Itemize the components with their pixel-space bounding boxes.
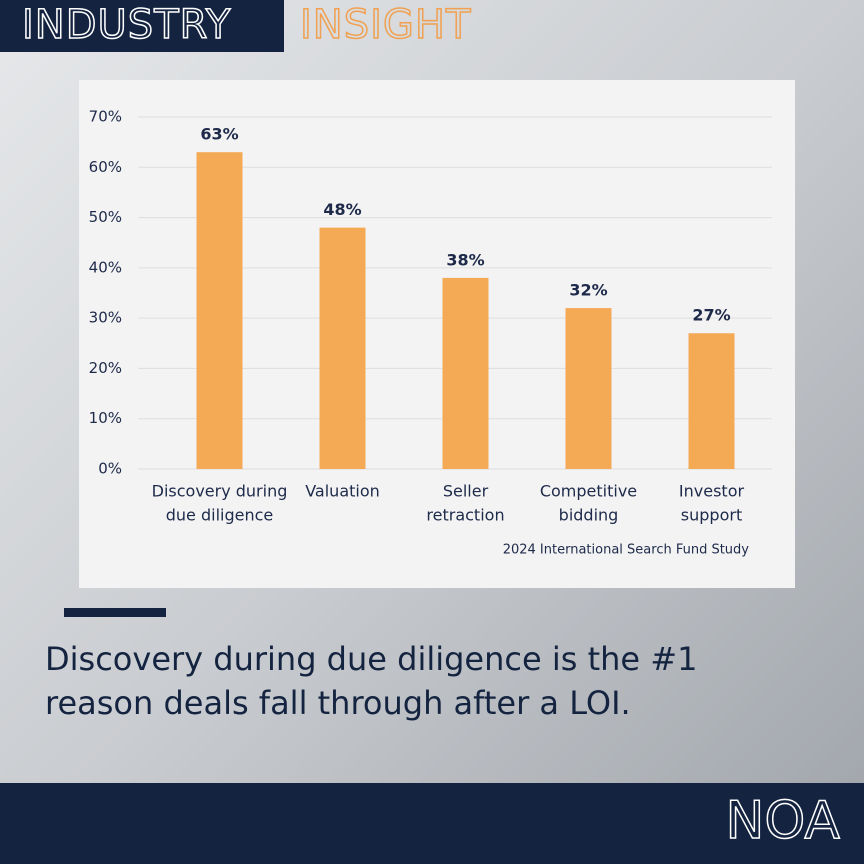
y-tick-label: 40% bbox=[89, 258, 122, 276]
bar bbox=[688, 333, 735, 469]
x-tick-label: retraction bbox=[426, 506, 504, 525]
y-tick-label: 20% bbox=[89, 359, 122, 377]
divider bbox=[64, 608, 166, 617]
x-tick-label: Investor bbox=[679, 482, 745, 501]
y-tick-label: 0% bbox=[98, 460, 122, 478]
bar bbox=[319, 227, 366, 469]
bar bbox=[442, 277, 489, 469]
x-tick-label: bidding bbox=[559, 506, 619, 525]
x-tick-label: due diligence bbox=[166, 506, 274, 525]
data-label: 63% bbox=[200, 125, 238, 144]
bar bbox=[565, 308, 612, 469]
caption-line: Discovery during due diligence is the #1 bbox=[45, 640, 697, 678]
x-tick-label: Competitive bbox=[540, 482, 637, 501]
caption-line: reason deals fall through after a LOI. bbox=[45, 684, 631, 722]
chart: 0% 10% 20% 30% 40% 50% 60% 70% 63% Discovery duri… bbox=[89, 108, 772, 525]
footer-bar bbox=[0, 783, 864, 864]
x-tick-label: Valuation bbox=[305, 482, 380, 501]
bar bbox=[196, 152, 243, 469]
x-tick-label: Seller bbox=[443, 482, 489, 501]
x-tick-label: support bbox=[681, 506, 742, 525]
y-tick-label: 70% bbox=[89, 108, 122, 126]
data-label: 48% bbox=[323, 200, 361, 219]
data-label: 32% bbox=[569, 281, 607, 300]
y-tick-label: 10% bbox=[89, 409, 122, 427]
source-note: 2024 International Search Fund Study bbox=[503, 543, 750, 558]
y-tick-label: 60% bbox=[89, 158, 122, 176]
x-tick-label: Discovery during bbox=[152, 482, 288, 501]
header-bar bbox=[0, 0, 284, 52]
header-title: INDUSTRY bbox=[22, 2, 231, 48]
data-label: 27% bbox=[692, 306, 730, 325]
y-tick-label: 30% bbox=[89, 309, 122, 327]
header-subtitle: INSIGHT bbox=[300, 2, 471, 48]
y-tick-label: 50% bbox=[89, 208, 122, 226]
data-label: 38% bbox=[446, 250, 484, 269]
brand-logo: NOA bbox=[726, 791, 841, 851]
